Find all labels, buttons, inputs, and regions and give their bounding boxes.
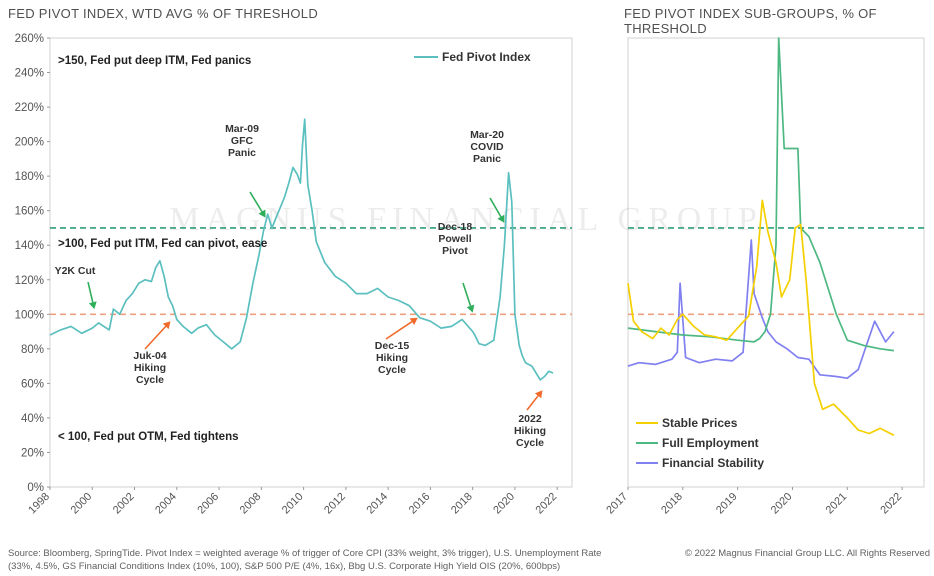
x-tick-label: 2022 (534, 491, 560, 517)
annotation-label: GFC (231, 135, 254, 147)
x-tick-label: 2019 (714, 491, 740, 517)
x-tick-label: 2016 (407, 491, 433, 517)
series-line-stable-prices (627, 199, 895, 436)
annotation-arrowhead (162, 321, 171, 330)
annotation-label: Cycle (516, 437, 544, 449)
y-tick-label: 120% (15, 275, 44, 287)
annotation-label: 2022 (518, 413, 542, 425)
annotation-label: Mar-20 (470, 129, 504, 141)
right-chart-title: FED PIVOT INDEX SUB-GROUPS, % OF THRESHO… (624, 6, 877, 36)
right-plot-frame (627, 37, 925, 488)
y-tick-label: 100% (15, 309, 44, 321)
x-tick-label: 2014 (364, 491, 390, 517)
source-note: Source: Bloomberg, SpringTide. Pivot Ind… (8, 548, 602, 572)
annotation-arrow (462, 282, 472, 307)
x-tick-label: 2022 (878, 491, 904, 517)
annotation-label: Dec-18 (438, 221, 473, 233)
annotation-label: Panic (228, 147, 256, 159)
left-plot-frame (49, 37, 573, 488)
annotation-label: Mar-09 (225, 123, 259, 135)
y-tick-label: 140% (15, 240, 44, 252)
x-tick-label: 1998 (26, 491, 52, 517)
y-tick-label: 160% (15, 206, 44, 218)
x-tick-label: 2008 (238, 491, 264, 517)
left-chart-title: FED PIVOT INDEX, WTD AVG % OF THRESHOLD (8, 6, 319, 21)
legend-label: Stable Prices (662, 416, 738, 430)
x-tick-label: 2010 (280, 491, 306, 517)
series-line-full-employment (627, 37, 895, 352)
x-tick-label: 2021 (824, 491, 850, 517)
annotation-arrow (249, 191, 263, 213)
annotation-arrow (526, 395, 539, 411)
y-tick-label: 260% (15, 33, 44, 45)
annotation-label: Juk-04 (133, 350, 166, 362)
x-tick-label: 2018 (449, 491, 475, 517)
x-tick-label: 2020 (491, 491, 517, 517)
annotation-arrowhead (497, 214, 505, 223)
annotation-label: Hiking (514, 425, 546, 437)
annotation-label: Cycle (378, 364, 406, 376)
y-tick-label: 20% (21, 447, 44, 459)
y-tick-label: 80% (21, 344, 44, 356)
annotation-arrowhead (409, 317, 418, 325)
annotation-label: Hiking (134, 362, 166, 374)
region-label: >100, Fed put ITM, Fed can pivot, ease (58, 238, 267, 250)
annotation-arrowhead (534, 390, 543, 399)
annotation-arrowhead (258, 209, 266, 218)
annotation-arrow (144, 325, 167, 350)
x-tick-label: 2018 (659, 491, 685, 517)
y-tick-label: 40% (21, 413, 44, 425)
x-tick-label: 2020 (769, 491, 795, 517)
y-tick-label: 60% (21, 378, 44, 390)
legend-label-fed-pivot-index: Fed Pivot Index (442, 50, 531, 64)
x-tick-label: 2002 (111, 491, 137, 517)
copyright: © 2022 Magnus Financial Group LLC. All R… (684, 548, 930, 559)
annotation-label: Hiking (376, 352, 408, 364)
annotation-label: Powell (438, 233, 471, 245)
annotation-label: Dec-15 (375, 340, 410, 352)
y-tick-label: 220% (15, 102, 44, 114)
legend-label: Full Employment (662, 436, 759, 450)
x-tick-label: 2017 (604, 491, 630, 517)
region-label: >150, Fed put deep ITM, Fed panics (58, 55, 251, 67)
annotation-label: Pivot (442, 245, 468, 257)
y-tick-label: 200% (15, 137, 44, 149)
annotation-label: Cycle (136, 374, 164, 386)
y-tick-label: 0% (27, 482, 44, 494)
annotation-arrow (489, 197, 502, 218)
y-tick-label: 240% (15, 68, 44, 80)
x-tick-label: 2004 (153, 491, 179, 517)
legend-label: Financial Stability (662, 456, 764, 470)
series-line-fed-pivot-index (49, 118, 554, 381)
region-label: < 100, Fed put OTM, Fed tightens (58, 431, 239, 443)
annotation-arrow (87, 281, 94, 303)
annotation-arrowhead (88, 301, 97, 310)
x-tick-label: 2012 (322, 491, 348, 517)
annotation-arrowhead (466, 304, 475, 313)
annotation-label: Panic (473, 153, 501, 165)
y-tick-label: 180% (15, 171, 44, 183)
annotation-label: COVID (470, 141, 504, 153)
x-tick-label: 2006 (195, 491, 221, 517)
x-tick-label: 2000 (69, 491, 95, 517)
annotation-label: Y2K Cut (55, 265, 96, 277)
series-line-financial-stability (627, 239, 895, 380)
annotation-arrow (385, 320, 413, 340)
